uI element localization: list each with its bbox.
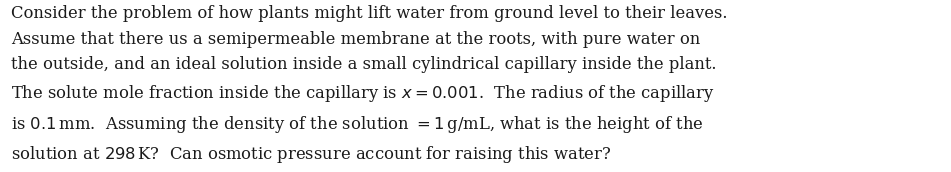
Text: Consider the problem of how plants might lift water from ground level to their l: Consider the problem of how plants might… (11, 5, 728, 165)
